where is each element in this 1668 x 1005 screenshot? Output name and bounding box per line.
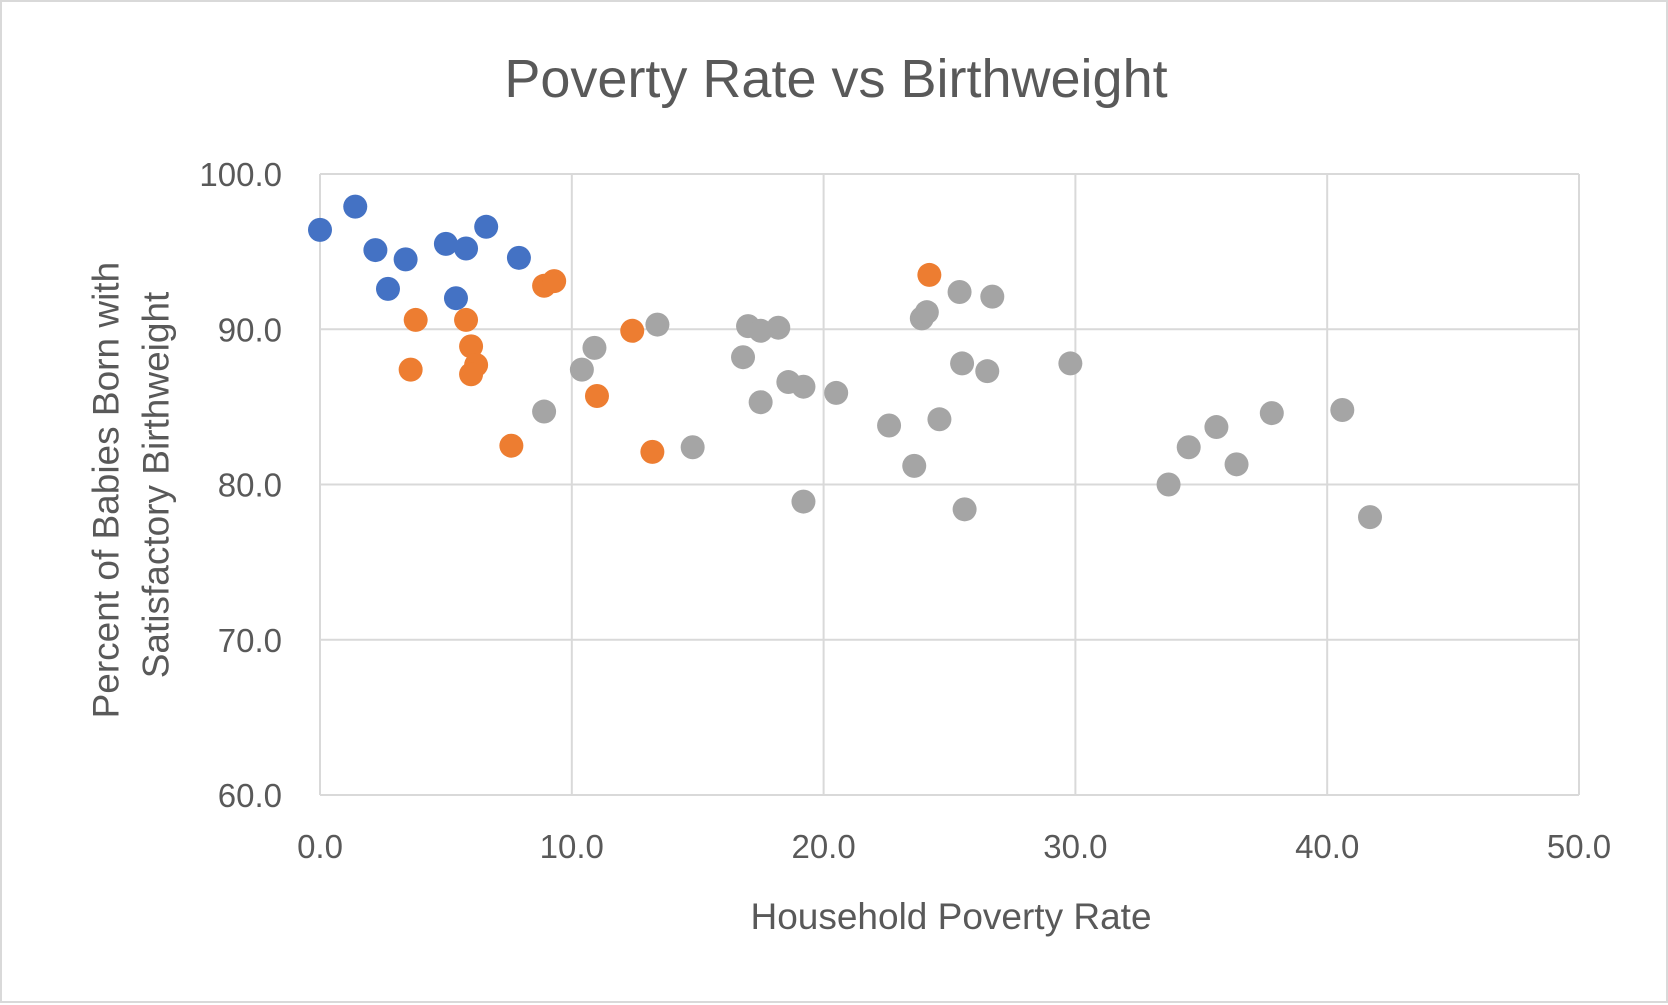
data-point	[952, 497, 977, 522]
data-point	[917, 262, 942, 287]
data-point	[1156, 472, 1181, 497]
data-point	[731, 345, 756, 370]
y-tick-label: 80.0	[218, 467, 282, 504]
data-point	[454, 236, 479, 261]
x-tick-label: 50.0	[1547, 828, 1611, 865]
x-axis-title: Household Poverty Rate	[750, 896, 1151, 937]
y-axis-title-line-2: Satisfactory Birthweight	[135, 291, 176, 678]
data-point	[975, 359, 1000, 384]
data-point	[1358, 505, 1383, 530]
data-point	[582, 335, 607, 360]
data-point	[459, 362, 484, 387]
data-point	[947, 279, 972, 304]
data-point	[375, 276, 400, 301]
data-point	[1058, 351, 1083, 376]
chart-title: Poverty Rate vs Birthweight	[504, 49, 1167, 109]
data-point	[766, 315, 791, 340]
data-point	[398, 357, 423, 382]
x-tick-label: 0.0	[297, 828, 343, 865]
data-point	[308, 217, 332, 242]
gridlines	[319, 173, 1580, 796]
data-point	[433, 231, 458, 256]
data-point	[927, 407, 952, 432]
data-point	[620, 318, 645, 343]
data-point	[791, 374, 816, 399]
data-point	[584, 384, 609, 409]
data-point	[791, 489, 816, 514]
x-tick-label: 10.0	[540, 828, 604, 865]
series-1	[308, 194, 531, 311]
data-point	[474, 214, 499, 239]
data-point	[980, 284, 1005, 309]
y-tick-label: 60.0	[218, 777, 282, 814]
data-point	[824, 380, 849, 405]
data-point	[393, 247, 418, 272]
data-point	[914, 300, 939, 325]
data-point	[1259, 401, 1284, 426]
x-tick-label: 20.0	[791, 828, 855, 865]
data-point	[748, 390, 773, 415]
data-point	[902, 453, 927, 478]
data-point	[680, 435, 705, 460]
data-point	[443, 286, 468, 311]
y-axis-title-line-1: Percent of Babies Born with	[85, 262, 126, 719]
data-points	[308, 194, 1383, 530]
data-point	[499, 433, 524, 458]
data-point	[532, 399, 557, 424]
y-tick-label: 100.0	[199, 156, 282, 193]
data-point	[1204, 415, 1229, 440]
x-axis-ticks: 0.0 10.0 20.0 30.0 40.0 50.0	[297, 828, 1611, 865]
data-point	[343, 194, 368, 219]
y-tick-label: 70.0	[218, 622, 282, 659]
data-point	[950, 351, 975, 376]
data-point	[1330, 397, 1355, 422]
data-point	[454, 307, 479, 332]
data-point	[1224, 452, 1249, 477]
x-tick-label: 40.0	[1295, 828, 1359, 865]
data-point	[363, 238, 388, 263]
data-point	[569, 357, 594, 382]
y-tick-label: 90.0	[218, 311, 282, 348]
data-point	[403, 307, 428, 332]
series-3	[532, 279, 1383, 530]
data-point	[506, 245, 531, 270]
y-axis-title: Percent of Babies Born with Satisfactory…	[85, 252, 176, 719]
y-axis-ticks: 60.0 70.0 80.0 90.0 100.0	[199, 156, 282, 814]
data-point	[542, 269, 567, 294]
data-point	[640, 439, 665, 464]
data-point	[459, 334, 484, 359]
data-point	[877, 413, 902, 438]
data-point	[645, 312, 670, 337]
x-tick-label: 30.0	[1043, 828, 1107, 865]
series-2	[398, 262, 942, 464]
data-point	[1176, 435, 1201, 460]
